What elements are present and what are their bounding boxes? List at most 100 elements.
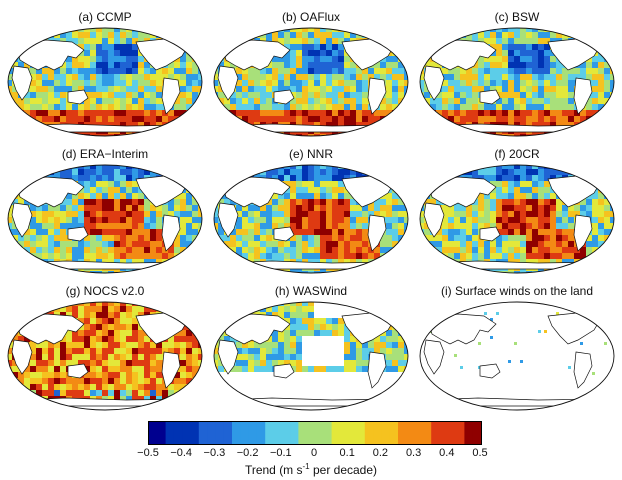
landmass-outline [387,168,403,180]
colorbar-tick-label: −0.5 [137,447,159,459]
colorbar-segment [398,422,407,444]
colorbar-tick-label: 0 [310,447,318,459]
landmass-outline [219,260,403,270]
colorbar [148,421,482,445]
colorbar-segment [439,422,449,444]
map-panel-d: (d) ERA−Interim [6,145,204,277]
colorbar-segment [381,422,391,444]
colorbar-tick-label: 0.5 [472,447,488,459]
landmass-outline [425,260,609,270]
landmass-outline [221,313,291,345]
colorbar-segment [157,422,167,444]
colorbar-segment [165,422,175,444]
landmass-outline [479,363,501,379]
landmass-outline [161,77,181,115]
landmass-outline [11,202,33,238]
map-frame [213,301,409,411]
colorbar-segment [447,422,457,444]
colorbar-segment [456,422,465,444]
panel-title: (h) WASWind [274,284,348,298]
colorbar-segment [265,422,275,444]
map-frame [419,164,615,274]
map-panel-c: (c) BSW [418,8,616,140]
map-frame [7,301,203,411]
trend-map [419,301,615,411]
colorbar-segment [232,422,241,444]
map-panel-b: (b) OAFlux [212,8,410,140]
panel-title: (d) ERA−Interim [61,147,149,161]
colorbar-tick-label: 0.2 [372,447,389,459]
trend-map [419,164,615,274]
landmass-outline [479,226,501,242]
colorbar-segment [215,422,225,444]
map-panel-h: (h) WASWind [212,282,410,414]
panel-title: (a) CCMP [78,10,132,24]
colorbar-segment [431,422,441,444]
landmass-outline [181,31,197,43]
landmass-outline [593,305,609,317]
landmass-outline [13,260,197,270]
colorbar-tick-label: −0.2 [236,447,259,459]
landmass-outline [217,65,239,101]
colorbar-segment [323,422,333,444]
colorbar-tick-label: 0.1 [339,447,355,459]
landmass-outline [573,351,593,389]
landmass-outline [479,89,501,105]
colorbar-segment [356,422,366,444]
landmass-outline [367,214,387,252]
landmass-outline [161,351,181,389]
colorbar-segment [248,422,258,444]
colorbar-label-suffix: per decade) [309,463,378,477]
trend-map [7,164,203,274]
landmass-outline [423,202,445,238]
colorbar-segment [464,422,474,444]
map-panel-i: (i) Surface winds on the land [418,282,616,414]
colorbar-tick-label: −0.3 [203,447,226,459]
colorbar-segment [422,422,432,444]
colorbar-segment [273,422,283,444]
colorbar-segment [182,422,192,444]
colorbar-segment [298,422,308,444]
landmass-outline [15,39,85,71]
trend-map [419,27,615,137]
landmass-outline [11,339,33,375]
landmass-outline [593,31,609,43]
map-panel-e: (e) NNR [212,145,410,277]
landmass-outline [573,214,593,252]
panel-title: (g) NOCS v2.0 [65,284,145,298]
colorbar-segment [389,422,399,444]
landmass-outline [573,77,593,115]
colorbar-segment [198,422,208,444]
map-frame [419,27,615,137]
landmass-outline [593,168,609,180]
trend-map [7,27,203,137]
colorbar-segment [207,422,216,444]
landmass-outline [15,313,85,345]
colorbar-segment [256,422,266,444]
landmass-outline [273,363,295,379]
landmass-outline [387,31,403,43]
landmass-outline [221,176,291,208]
colorbar-segment [173,422,183,444]
colorbar-segment [190,422,200,444]
colorbar-segment [223,422,233,444]
colorbar-tick-label: 0.3 [405,447,422,459]
landmass-outline [181,168,197,180]
map-frame [7,164,203,274]
landmass-outline [423,339,445,375]
colorbar-segment [348,422,358,444]
panel-title: (e) NNR [289,147,333,161]
landmass-outline [425,397,609,407]
landmass-outline [219,397,403,407]
trend-map [213,164,409,274]
landmass-outline [367,77,387,115]
landmass-outline [425,123,609,133]
landmass-outline [221,39,291,71]
landmass-outline [67,89,89,105]
colorbar-segment [306,422,316,444]
trend-map [7,301,203,411]
colorbar-label-prefix: Trend (m s [244,463,303,477]
colorbar-tick-label: 0.4 [439,447,455,459]
colorbar-gradient [149,422,482,444]
landmass-outline [13,123,197,133]
